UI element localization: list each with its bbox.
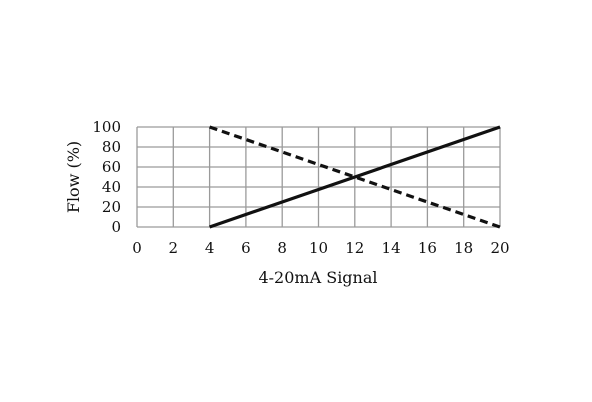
- x-tick-label: 10: [309, 239, 328, 257]
- y-tick-label: 60: [102, 158, 121, 176]
- x-axis-title: 4-20mA Signal: [258, 268, 377, 287]
- x-tick-label: 6: [241, 239, 251, 257]
- x-tick-label: 14: [382, 239, 401, 257]
- x-tick-label: 16: [418, 239, 437, 257]
- series-group: [209, 125, 501, 229]
- x-tick-label: 8: [277, 239, 287, 257]
- x-tick-label: 0: [132, 239, 142, 257]
- x-tick-label: 4: [205, 239, 215, 257]
- x-tick-label: 20: [490, 239, 509, 257]
- x-tick-labels: 0 2 4 6 8 10 12 14 16 18 20: [132, 239, 509, 257]
- y-axis-title: Flow (%): [64, 141, 83, 213]
- series-line-solid: [209, 125, 501, 229]
- y-tick-label: 20: [102, 198, 121, 216]
- x-tick-label: 2: [169, 239, 179, 257]
- y-tick-label: 0: [111, 218, 121, 236]
- x-tick-label: 12: [345, 239, 364, 257]
- grid: [136, 126, 501, 228]
- y-tick-label: 80: [102, 138, 121, 156]
- x-tick-label: 18: [454, 239, 473, 257]
- y-tick-label: 100: [92, 118, 121, 136]
- y-tick-label: 40: [102, 178, 121, 196]
- y-tick-labels: 0 20 40 60 80 100: [92, 118, 121, 236]
